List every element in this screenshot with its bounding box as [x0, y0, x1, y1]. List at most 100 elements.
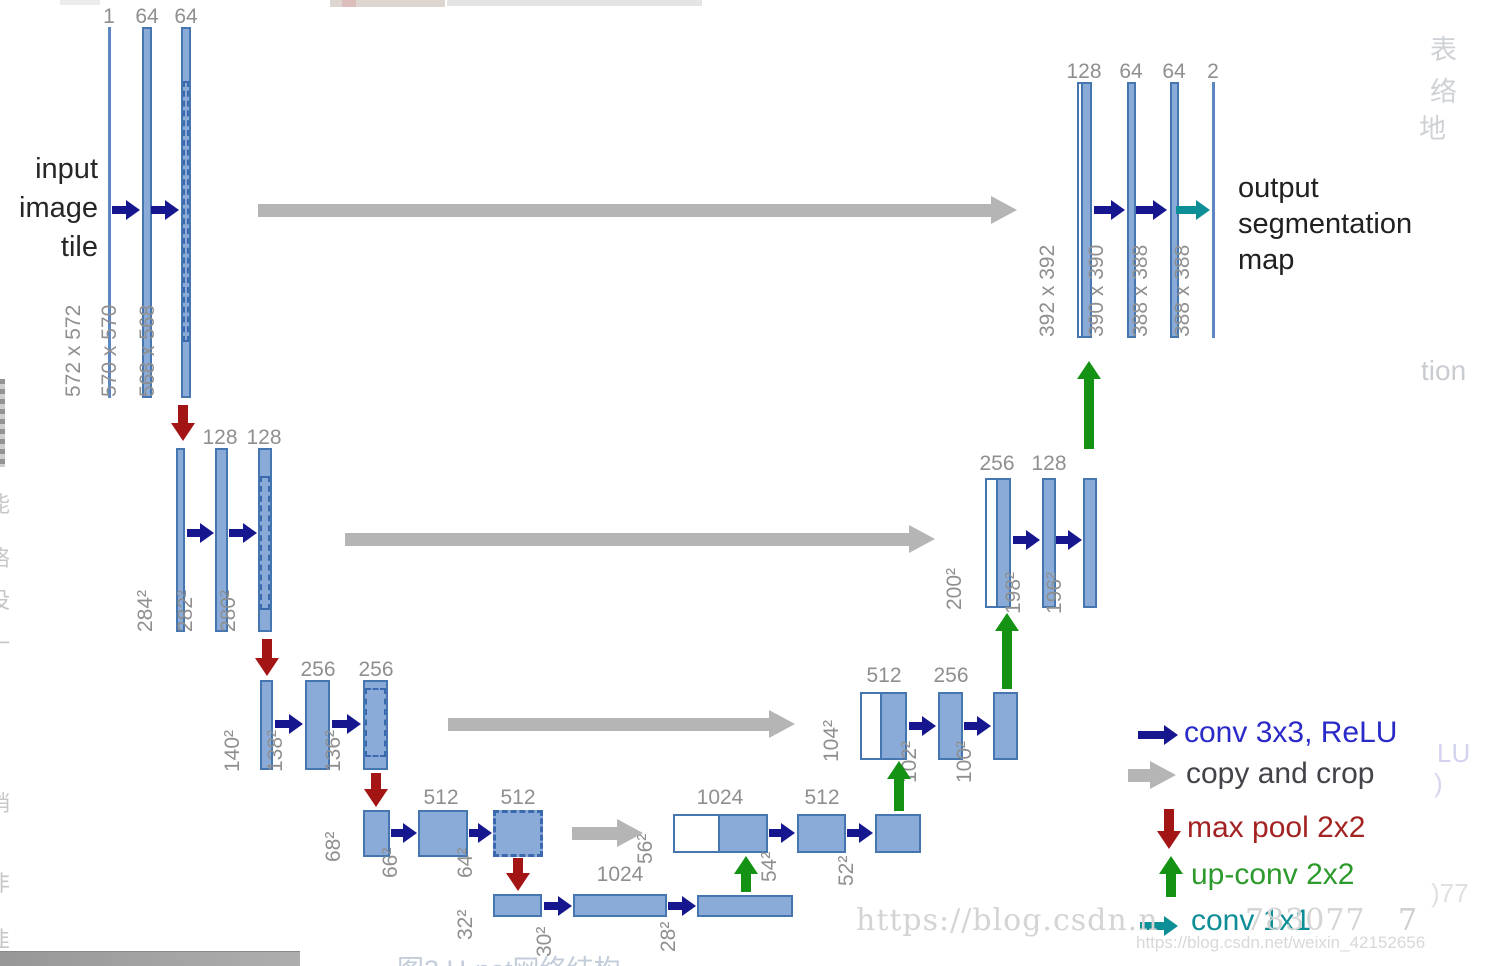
top-edge-artifact	[447, 0, 702, 6]
crop-region-dashed	[365, 688, 386, 757]
feature-map-bar	[797, 814, 846, 853]
conv-3x3-arrow	[1094, 200, 1125, 220]
arrow-head	[126, 200, 140, 220]
top-edge-artifact	[60, 0, 100, 5]
edge-glyph-artifact: 没	[0, 583, 10, 615]
feature-map-bar	[363, 680, 388, 770]
feature-map-bar-concat	[673, 814, 768, 853]
feature-map-bar	[573, 894, 667, 917]
feature-map-bar-concat	[985, 478, 1011, 608]
arrow-head	[1157, 831, 1181, 849]
max-pool-arrow	[364, 773, 388, 807]
feature-map-bar	[493, 894, 542, 917]
input-image-tile-label-line: image	[19, 192, 98, 224]
arrow-shaft	[391, 829, 403, 837]
channel-count-label: 1024	[596, 863, 644, 886]
arrow-shaft	[668, 902, 682, 910]
edge-glyph-artifact: 一	[0, 626, 10, 658]
arrow-head	[506, 873, 530, 891]
arrow-head	[1159, 856, 1183, 874]
feature-size-label: 200²	[943, 567, 966, 610]
up-conv-arrow	[734, 856, 758, 892]
conv-3x3-arrow	[1013, 530, 1040, 550]
conv-1x1-arrow	[1176, 200, 1210, 220]
conv-3x3-arrow	[332, 714, 361, 734]
arrow-head	[617, 819, 643, 847]
arrow-shaft	[1166, 874, 1176, 897]
arrow-shaft	[909, 722, 922, 730]
channel-count-label: 256	[979, 452, 1015, 475]
arrow-head	[922, 716, 936, 736]
arrow-head	[909, 525, 935, 553]
input-image-tile-label-line: input	[35, 153, 98, 185]
arrow-head	[887, 761, 911, 779]
feature-size-label: 104²	[820, 719, 843, 762]
arrow-shaft	[1094, 206, 1111, 214]
conv-3x3-arrow	[1136, 200, 1167, 220]
arrow-head	[243, 523, 257, 543]
watermark-large-right: 783077	[1245, 903, 1366, 938]
channel-count-label: 64	[1119, 60, 1143, 83]
max-pool-arrow	[255, 639, 279, 676]
arrow-shaft	[178, 405, 188, 423]
arrow-head	[1068, 530, 1082, 550]
feature-size-label: 392 x 392	[1036, 244, 1059, 337]
conv-3x3-arrow	[275, 714, 303, 734]
arrow-head	[1077, 361, 1101, 379]
copy-and-crop-arrow	[1128, 761, 1176, 789]
arrow-head	[781, 823, 795, 843]
max-pool-arrow	[506, 858, 530, 891]
feature-size-label: 196²	[1043, 571, 1066, 614]
arrow-head	[558, 896, 572, 916]
arrow-head	[478, 823, 492, 843]
arrow-shaft	[1140, 922, 1164, 930]
up-conv-arrow	[1159, 856, 1183, 897]
feature-size-label: 64²	[454, 847, 477, 878]
conv-3x3-arrow	[964, 716, 991, 736]
arrow-shaft	[1138, 731, 1164, 739]
copy-and-crop-arrow	[345, 525, 935, 553]
arrow-head	[1196, 200, 1210, 220]
channel-count-label: 512	[500, 786, 536, 809]
copied-feature-half	[996, 478, 1011, 608]
feature-map-bar	[363, 810, 390, 857]
channel-count-label: 128	[246, 426, 282, 449]
legend-label-conv1x1: conv 1x1	[1191, 904, 1312, 937]
feature-size-label: 572 x 572	[62, 304, 85, 397]
ghost-text-fragment: 7	[1398, 903, 1418, 938]
feature-size-label: 54²	[758, 851, 781, 882]
copy-and-crop-arrow	[258, 196, 1017, 224]
arrow-shaft	[964, 722, 977, 730]
arrow-shaft	[1084, 379, 1094, 449]
arrow-shaft	[1136, 206, 1153, 214]
output-segmentation-map-label-line: segmentation	[1238, 208, 1413, 240]
output-segmentation-map-label-line: map	[1238, 244, 1295, 276]
arrow-head	[734, 856, 758, 874]
conv-3x3-arrow	[668, 896, 696, 916]
feature-map-bar	[1127, 82, 1136, 338]
conv-3x3-arrow	[112, 200, 140, 220]
arrow-head	[1153, 200, 1167, 220]
feature-map-bar	[1042, 478, 1056, 608]
feature-map-bar	[993, 692, 1018, 760]
arrow-shaft	[1128, 768, 1150, 782]
channel-count-label: 256	[933, 664, 969, 687]
arrow-shaft	[513, 858, 523, 873]
feature-map-bar	[215, 448, 228, 632]
legend-label-copy-crop: copy and crop	[1186, 757, 1375, 790]
copied-feature-half	[718, 814, 768, 853]
arrow-shaft	[275, 720, 289, 728]
channel-count-label: 128	[1066, 60, 1102, 83]
arrow-shaft	[229, 529, 243, 537]
ghost-text-fragment: )77	[1431, 878, 1469, 908]
bottom-left-scrollbar-artifact	[0, 951, 300, 966]
edge-text-blob	[0, 379, 5, 467]
channel-count-label: 64	[135, 5, 159, 28]
top-edge-artifact	[342, 0, 356, 7]
feature-size-label: 140²	[221, 729, 244, 772]
arrow-shaft	[262, 639, 272, 658]
up-conv-arrow	[1077, 361, 1101, 449]
feature-size-label: 52²	[835, 855, 858, 886]
arrow-head	[171, 423, 195, 441]
